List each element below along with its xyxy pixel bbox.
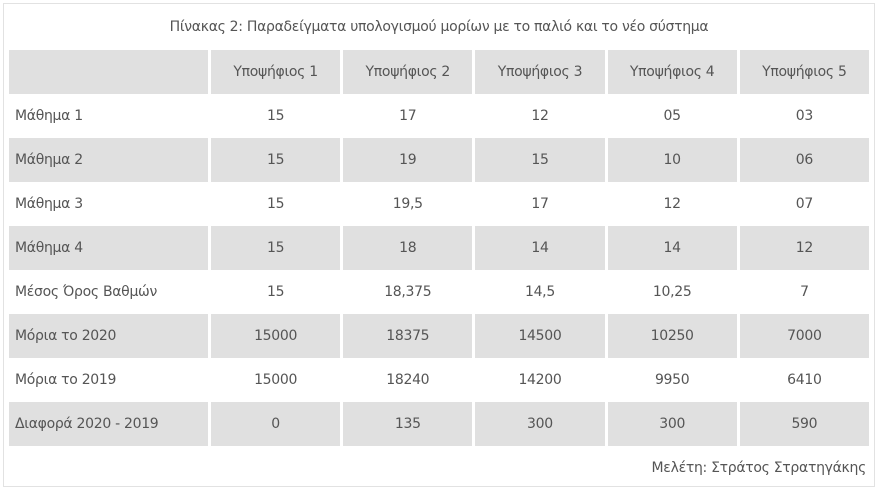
table-row: Μόρια το 2020 15000 18375 14500 10250 7000 (9, 314, 869, 358)
table-cell: 135 (343, 402, 473, 446)
table-cell: 18375 (343, 314, 473, 358)
table-cell: 05 (663, 108, 682, 124)
table-row: Μόρια το 2019 15000 18240 14200 9950 6410 (9, 358, 869, 402)
table-cell: 18,375 (384, 284, 432, 300)
table-cell: 15 (266, 108, 285, 124)
table-caption: Πίνακας 2: Παραδείγματα υπολογισμού μορί… (169, 19, 709, 35)
row-label: Διαφορά 2020 - 2019 (9, 402, 208, 446)
column-header: Υποψήφιος 4 (607, 50, 737, 94)
table-cell: 12 (739, 226, 869, 270)
row-label: Μέσος Όρος Βαθμών (15, 284, 157, 300)
table-cell: 12 (663, 196, 682, 212)
row-label: Μάθημα 1 (15, 108, 83, 124)
table-cell: 14200 (518, 372, 562, 388)
scores-table: Υποψήφιος 1 Υποψήφιος 2 Υποψήφιος 3 Υποψήφι… (6, 50, 872, 446)
column-header: Υποψήφιος 2 (343, 50, 473, 94)
table-cell: 590 (739, 402, 869, 446)
column-header: Υποψήφιος 3 (475, 50, 605, 94)
column-header: Υποψήφιος 1 (211, 50, 341, 94)
table-cell: 14 (475, 226, 605, 270)
table-row: Μάθημα 2 15 19 15 10 06 (9, 138, 869, 182)
table-cell: 15 (266, 284, 285, 300)
table-cell: 12 (531, 108, 549, 124)
table-row: Μέσος Όρος Βαθμών 15 18,375 14,5 10,25 7 (9, 270, 869, 314)
table-cell: 06 (739, 138, 869, 182)
table-cell: 03 (795, 108, 814, 124)
table-cell: 7000 (739, 314, 869, 358)
table-cell: 10 (607, 138, 737, 182)
table-cell: 10,25 (652, 284, 692, 300)
table-row: Διαφορά 2020 - 2019 0 135 300 300 590 (9, 402, 869, 446)
table-row: Μάθημα 4 15 18 14 14 12 (9, 226, 869, 270)
table-card: Πίνακας 2: Παραδείγματα υπολογισμού μορί… (3, 3, 875, 487)
table-cell: 14 (607, 226, 737, 270)
table-cell: 300 (475, 402, 605, 446)
table-cell: 19 (343, 138, 473, 182)
table-cell: 15000 (211, 314, 341, 358)
table-cell: 15 (475, 138, 605, 182)
row-label: Μάθημα 3 (15, 196, 83, 212)
table-cell: 9950 (654, 372, 690, 388)
row-label: Μάθημα 2 (9, 138, 208, 182)
column-header (9, 50, 208, 94)
table-cell: 17 (531, 196, 549, 212)
table-cell: 7 (800, 284, 809, 300)
table-row: Μάθημα 3 15 19,5 17 12 07 (9, 182, 869, 226)
table-cell: 14,5 (524, 284, 555, 300)
column-header: Υποψήφιος 5 (739, 50, 869, 94)
table-cell: 15000 (254, 372, 298, 388)
table-cell: 15 (266, 196, 285, 212)
table-cell: 17 (399, 108, 417, 124)
table-cell: 18240 (386, 372, 430, 388)
table-cell: 07 (795, 196, 814, 212)
header-row: Υποψήφιος 1 Υποψήφιος 2 Υποψήφιος 3 Υποψήφι… (9, 50, 869, 94)
source-credit: Μελέτη: Στράτος Στρατηγάκης (651, 460, 867, 476)
table-cell: 14500 (475, 314, 605, 358)
row-label: Μόρια το 2020 (9, 314, 208, 358)
table-cell: 300 (607, 402, 737, 446)
table-cell: 15 (211, 226, 341, 270)
table-cell: 6410 (787, 372, 822, 388)
table-row: Μάθημα 1 15 17 12 05 03 (9, 94, 869, 138)
table-cell: 0 (211, 402, 341, 446)
row-label: Μόρια το 2019 (15, 372, 117, 388)
table-cell: 10250 (607, 314, 737, 358)
table-cell: 18 (343, 226, 473, 270)
table-cell: 19,5 (392, 196, 423, 212)
row-label: Μάθημα 4 (9, 226, 208, 270)
table-cell: 15 (211, 138, 341, 182)
